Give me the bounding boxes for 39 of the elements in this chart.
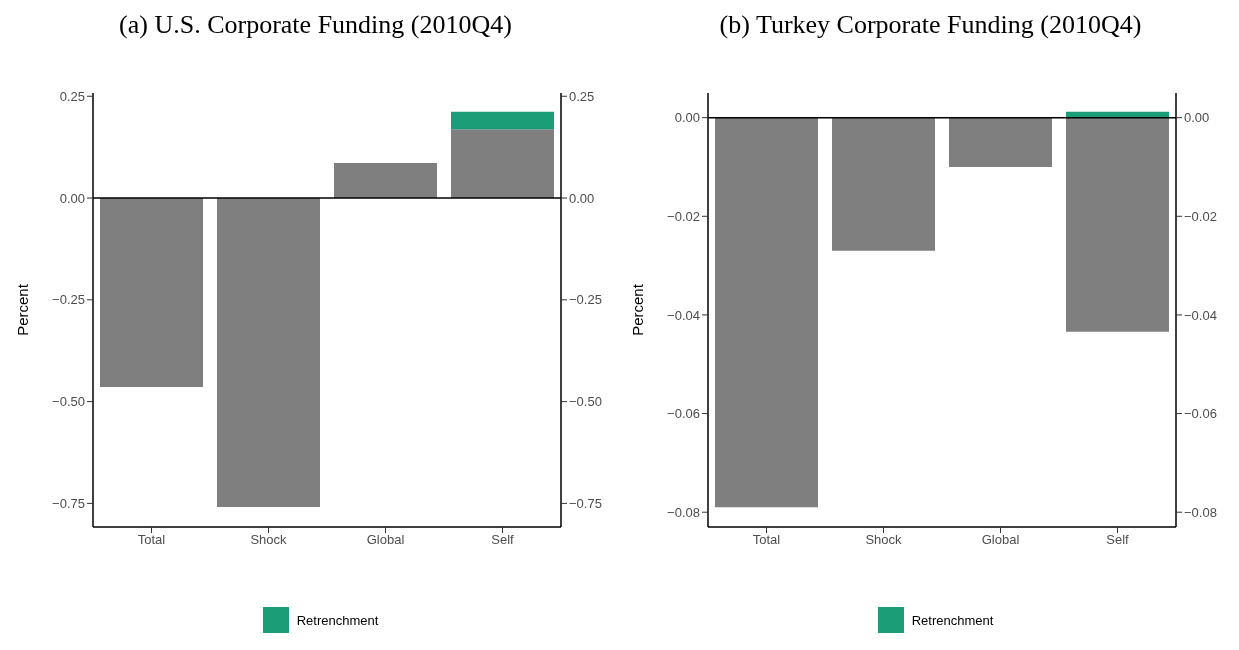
x-tick-label: Total <box>137 532 166 548</box>
x-tick-label: Shock <box>250 532 288 548</box>
y-tick-label: −0.02 <box>667 208 700 224</box>
y2-tick-label: −0.50 <box>569 394 602 410</box>
y2-tick-label: −0.04 <box>1184 307 1217 323</box>
x-tick-label: Self <box>1106 532 1130 548</box>
y-axis-title: Percent <box>14 283 32 336</box>
bar <box>451 129 554 199</box>
bar <box>217 198 320 508</box>
y-tick-label: −0.25 <box>52 292 85 308</box>
y-tick-label: 0.00 <box>59 190 85 206</box>
x-tick-label: Global <box>981 532 1020 548</box>
chart-title: (a) U.S. Corporate Funding (2010Q4) <box>118 9 513 41</box>
y-axis-title: Percent <box>629 283 647 336</box>
legend-label: Retrenchment <box>911 612 994 628</box>
y2-tick-label: −0.75 <box>569 496 602 511</box>
y2-tick-label: 0.00 <box>569 190 595 206</box>
y2-tick-label: −0.06 <box>1184 406 1217 422</box>
y2-tick-label: −0.25 <box>569 292 602 308</box>
x-tick-label: Total <box>752 532 781 548</box>
y2-tick-label: −0.02 <box>1184 208 1217 224</box>
x-tick-label: Global <box>366 532 405 548</box>
y2-tick-label: −0.08 <box>1184 504 1217 520</box>
y2-tick-label: 0.25 <box>569 88 595 104</box>
bar <box>334 163 437 199</box>
y-tick-label: −0.75 <box>52 496 85 511</box>
x-tick-label: Shock <box>865 532 903 548</box>
bar <box>100 198 203 387</box>
y-tick-label: −0.06 <box>667 406 700 422</box>
y-tick-label: −0.50 <box>52 394 85 410</box>
y-tick-label: 0.25 <box>59 88 85 104</box>
legend-label: Retrenchment <box>296 612 379 628</box>
y-tick-label: 0.00 <box>674 110 700 126</box>
x-tick-label: Self <box>491 532 515 548</box>
bar <box>451 111 554 130</box>
y-tick-label: −0.04 <box>667 307 700 323</box>
y-tick-label: −0.08 <box>667 504 700 520</box>
y2-tick-label: 0.00 <box>1184 110 1210 126</box>
chart-title: (b) Turkey Corporate Funding (2010Q4) <box>718 9 1143 41</box>
